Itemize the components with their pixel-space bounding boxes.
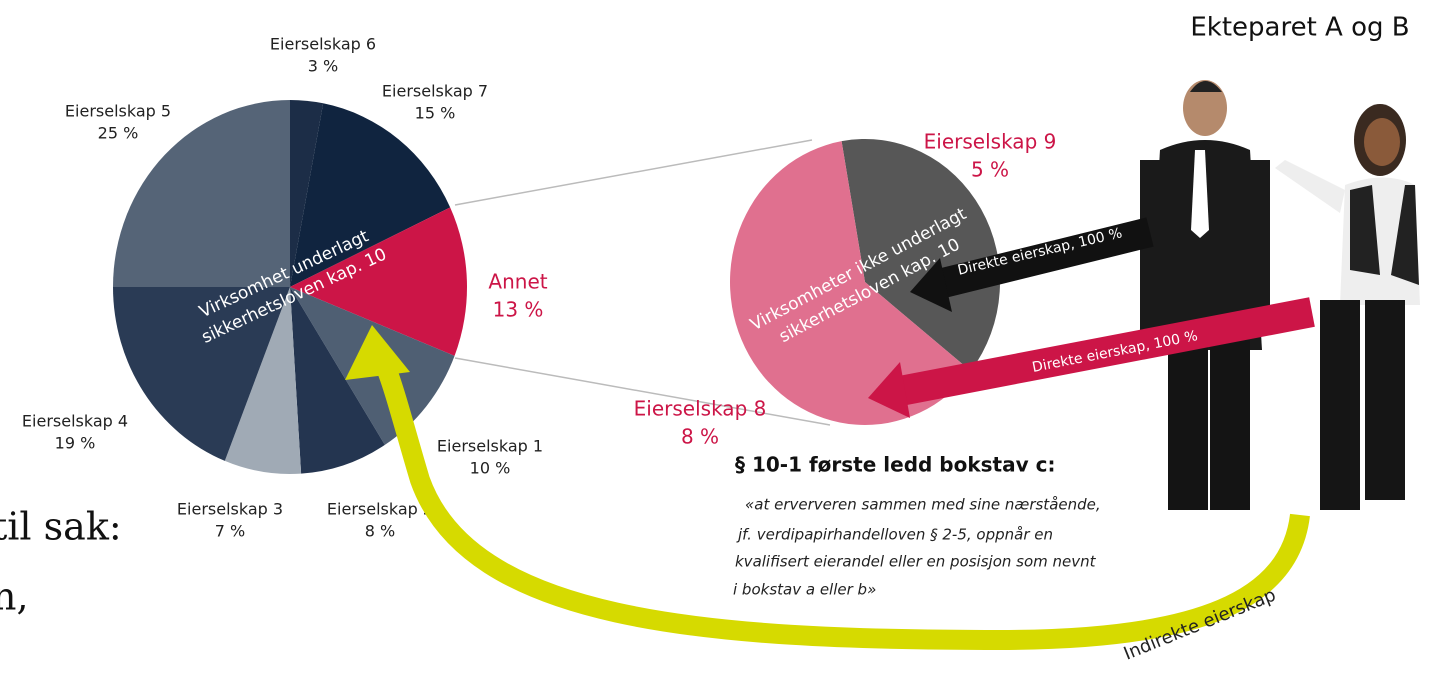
background-text: til sak: bbox=[0, 505, 122, 549]
pie-slice bbox=[113, 100, 290, 287]
infographic: til sak: n, Eierselskap 6 3 % Eierselskap … bbox=[0, 0, 1450, 673]
slice-label: Eierselskap 4 bbox=[22, 412, 128, 431]
slice-value: 15 % bbox=[415, 104, 456, 123]
slice-label: Eierselskap 8 bbox=[634, 397, 767, 421]
slice-value: 25 % bbox=[98, 124, 139, 143]
owners-label: Ekteparet A og B bbox=[1190, 13, 1409, 43]
slice-value: 7 % bbox=[215, 522, 245, 541]
legal-heading: § 10-1 første ledd bokstav c: bbox=[735, 453, 1055, 477]
slice-value: 8 % bbox=[681, 425, 719, 449]
slice-label: Eierselskap 3 bbox=[177, 500, 283, 519]
slice-value: 19 % bbox=[55, 434, 96, 453]
background-text: n, bbox=[0, 575, 29, 619]
slice-label: Eierselskap 9 bbox=[924, 130, 1057, 154]
slice-label: Eierselskap 1 bbox=[437, 437, 543, 456]
slice-value: 3 % bbox=[308, 57, 338, 76]
slice-label: Eierselskap 6 bbox=[270, 35, 376, 54]
slice-label: Eierselskap 5 bbox=[65, 102, 171, 121]
slice-label: Eierselskap 2 bbox=[327, 500, 433, 519]
man bbox=[1140, 80, 1270, 510]
legal-quote: «at erververen sammen med sine nærståend… bbox=[745, 496, 1101, 514]
slice-label: Eierselskap 7 bbox=[382, 82, 488, 101]
legal-quote: jf. verdipapirhandelloven § 2-5, oppnår … bbox=[736, 526, 1053, 544]
slice-label: Annet bbox=[488, 270, 547, 294]
slice-value: 5 % bbox=[971, 158, 1009, 182]
slice-value: 10 % bbox=[470, 459, 511, 478]
slice-value: 13 % bbox=[493, 298, 544, 322]
legal-quote: i bokstav a eller b» bbox=[733, 581, 876, 599]
slice-value: 8 % bbox=[365, 522, 395, 541]
legal-quote: kvalifisert eierandel eller en posisjon … bbox=[735, 553, 1097, 571]
